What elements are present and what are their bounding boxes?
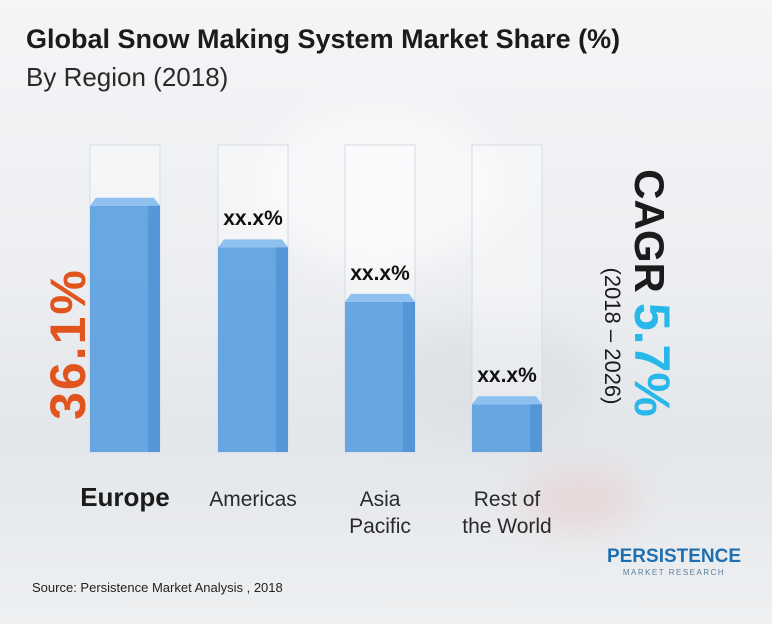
- value-label-asia-pacific: xx.x%: [350, 261, 410, 285]
- category-label-asia-pacific: Asia Pacific: [349, 488, 411, 538]
- cagr-value: 5.7%: [624, 302, 680, 417]
- bar-rest-of-world: [472, 404, 542, 452]
- bar-cap-americas: [218, 239, 288, 248]
- chart-subtitle: By Region (2018): [26, 62, 229, 92]
- cagr-period-text: (2018 – 2026): [600, 267, 625, 405]
- bar-side-americas: [276, 247, 288, 452]
- logo-line-2: MARKET RESEARCH: [622, 568, 726, 577]
- value-label-americas: xx.x%: [223, 207, 283, 231]
- bar-cap-rest-of-world: [472, 396, 542, 405]
- bar-side-asia-pacific: [403, 301, 415, 452]
- background-haze: [260, 110, 500, 270]
- source-note: Source: Persistence Market Analysis , 20…: [32, 580, 283, 595]
- bar-side-rest-of-world: [530, 404, 542, 452]
- bar-europe: [90, 205, 160, 452]
- bar-asia-pacific: [345, 301, 415, 452]
- bar-cap-asia-pacific: [345, 293, 415, 302]
- value-label-rest-of-world: xx.x%: [477, 364, 537, 388]
- background-tint: [520, 470, 640, 530]
- category-label-europe: Europe: [80, 482, 170, 512]
- company-logo: PERSISTENCE MARKET RESEARCH: [604, 546, 744, 577]
- logo-line-1: PERSISTENCE: [606, 546, 742, 567]
- category-label-americas: Americas: [209, 488, 297, 511]
- category-label-rest-of-world: Rest of the World: [462, 488, 552, 538]
- bar-americas: [218, 247, 288, 452]
- bar-side-europe: [148, 205, 160, 452]
- europe-value-text: 36.1%: [40, 268, 96, 420]
- chart-title: Global Snow Making System Market Share (…: [26, 24, 621, 54]
- cagr-label: CAGR: [626, 169, 673, 293]
- bar-cap-europe: [90, 197, 160, 206]
